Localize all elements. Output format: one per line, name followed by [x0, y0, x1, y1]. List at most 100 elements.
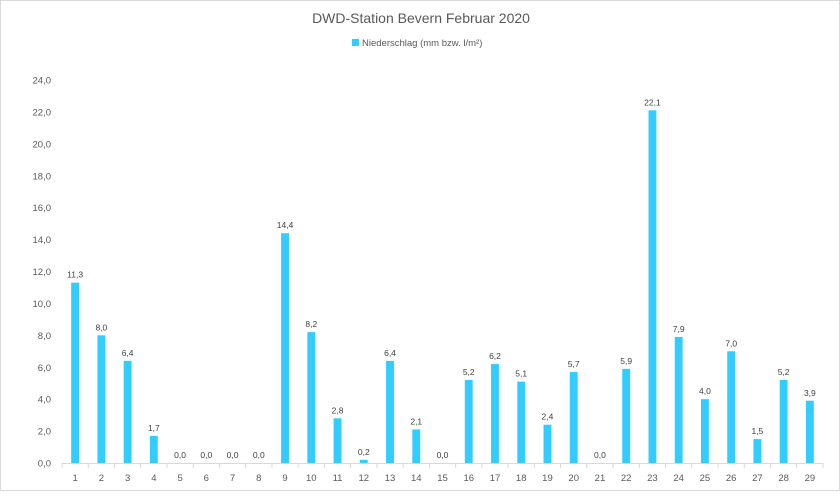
data-label: 0,0	[200, 450, 212, 460]
x-tick-label: 2	[99, 473, 104, 484]
x-tick-label: 4	[151, 473, 156, 484]
x-tick-label: 6	[204, 473, 209, 484]
bar	[386, 360, 394, 463]
data-label: 8,0	[95, 322, 107, 332]
x-tick-label: 21	[595, 473, 606, 484]
data-label: 1,5	[751, 426, 763, 436]
x-tick-label: 19	[542, 473, 553, 484]
y-tick-label: 24,0	[33, 76, 52, 87]
y-tick-label: 10,0	[33, 299, 52, 310]
x-tick-label: 15	[437, 473, 448, 484]
chart-title: DWD-Station Bevern Februar 2020	[312, 10, 530, 26]
x-tick-label: 29	[805, 473, 816, 484]
data-label: 0,0	[174, 450, 186, 460]
bar	[674, 336, 683, 463]
x-tick-label: 28	[778, 473, 789, 484]
y-tick-label: 20,0	[33, 139, 52, 150]
bar	[281, 233, 289, 463]
bar	[359, 459, 368, 463]
bar-series: 11,3 8,0 6,4 1,7 0,0 0,0 0,0 0,0 14,4 8,2 2,8 0,2 6,…	[67, 97, 816, 463]
data-label: 2,8	[332, 405, 344, 415]
y-tick-label: 2,0	[38, 427, 51, 438]
bar	[700, 399, 709, 463]
x-axis: 1 2 3 4 5 6 7 8 9 10 11 12 13 14 15 16 17 18 19 20 21 22 23 24 2…	[61, 463, 824, 484]
data-label: 3,9	[804, 388, 816, 398]
y-tick-label: 14,0	[33, 235, 52, 246]
data-label: 0,0	[253, 450, 265, 460]
data-label: 11,3	[67, 270, 83, 280]
x-tick-label: 24	[673, 473, 684, 484]
x-tick-label: 10	[306, 473, 317, 484]
data-label: 0,0	[594, 450, 606, 460]
bar	[491, 364, 499, 463]
legend: Niederschlag (mm bzw. l/m²)	[352, 38, 482, 49]
x-tick-label: 16	[463, 473, 474, 484]
bar	[464, 380, 473, 463]
x-tick-label: 7	[230, 473, 235, 484]
bar	[412, 429, 421, 463]
data-label: 5,9	[620, 356, 632, 366]
x-tick-label: 17	[490, 473, 501, 484]
data-label: 14,4	[277, 220, 294, 230]
bar	[779, 380, 788, 463]
bar	[517, 381, 526, 463]
y-tick-label: 8,0	[38, 331, 51, 342]
x-tick-label: 18	[516, 473, 527, 484]
data-label: 5,1	[515, 369, 527, 379]
data-label: 7,9	[673, 324, 685, 334]
legend-label: Niederschlag (mm bzw. l/m²)	[362, 38, 482, 49]
y-axis: 0,0 2,0 4,0 6,0 8,0 10,0 12,0 14,0 16,0 18,0 20,0 2…	[33, 76, 52, 470]
data-label: 1,7	[148, 423, 160, 433]
x-tick-label: 26	[726, 473, 737, 484]
bar	[149, 435, 158, 463]
x-tick-label: 27	[752, 473, 763, 484]
x-tick-label: 20	[568, 473, 579, 484]
data-label: 0,0	[227, 450, 239, 460]
data-label: 5,2	[778, 367, 790, 377]
x-tick-label: 22	[621, 473, 632, 484]
bar	[753, 439, 762, 463]
legend-swatch	[352, 39, 359, 46]
bar	[569, 372, 578, 463]
x-tick-label: 13	[385, 473, 396, 484]
x-tick-label: 8	[256, 473, 261, 484]
bar	[727, 351, 736, 463]
y-tick-label: 12,0	[33, 267, 52, 278]
bar	[543, 424, 552, 463]
data-label: 5,7	[568, 359, 580, 369]
y-tick-label: 22,0	[33, 107, 52, 118]
bar	[648, 110, 657, 463]
x-tick-label: 25	[700, 473, 711, 484]
data-label: 22,1	[644, 97, 661, 107]
bar	[622, 368, 631, 463]
data-label: 6,2	[489, 351, 501, 361]
data-label: 8,2	[305, 319, 317, 329]
x-tick-label: 3	[125, 473, 130, 484]
bar	[805, 400, 814, 463]
data-label: 5,2	[463, 367, 475, 377]
data-label: 6,4	[122, 348, 134, 358]
y-tick-label: 6,0	[38, 363, 51, 374]
data-label: 0,2	[358, 447, 370, 457]
bar	[97, 335, 106, 463]
x-tick-label: 5	[177, 473, 182, 484]
x-tick-label: 12	[358, 473, 369, 484]
data-label: 0,0	[437, 450, 449, 460]
y-tick-label: 4,0	[38, 395, 51, 406]
y-tick-label: 18,0	[33, 171, 52, 182]
x-tick-label: 23	[647, 473, 658, 484]
x-tick-label: 11	[333, 473, 343, 484]
x-tick-label: 9	[282, 473, 287, 484]
x-tick-label: 1	[72, 473, 77, 484]
y-tick-label: 0,0	[38, 459, 51, 470]
data-label: 7,0	[725, 338, 737, 348]
bar	[71, 282, 80, 463]
data-label: 6,4	[384, 348, 396, 358]
bar	[123, 360, 132, 463]
bar	[307, 332, 316, 463]
data-label: 4,0	[699, 386, 711, 396]
bar	[333, 418, 342, 463]
data-label: 2,1	[410, 416, 422, 426]
